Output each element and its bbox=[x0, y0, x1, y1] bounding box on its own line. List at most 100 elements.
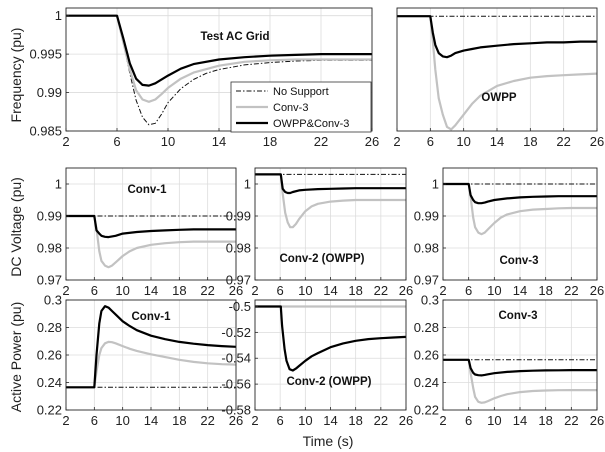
y-tick-label: -0.5 bbox=[229, 299, 251, 314]
y-tick-label: 0.28 bbox=[414, 320, 439, 335]
x-tick-label: 18 bbox=[538, 413, 552, 428]
x-tick-label: 14 bbox=[212, 134, 226, 149]
y-tick-label: 0.3 bbox=[421, 293, 439, 308]
y-tick-label: 0.26 bbox=[37, 348, 62, 363]
y-tick-label: 0.97 bbox=[414, 273, 439, 288]
series-line-owpp-conv-3 bbox=[255, 173, 406, 195]
legend: No Support Conv-3 OWPP&Conv-3 bbox=[230, 81, 372, 133]
x-tick-label: 26 bbox=[399, 283, 413, 298]
x-tick-label: 10 bbox=[161, 134, 175, 149]
x-tick-label: 14 bbox=[323, 283, 337, 298]
x-tick-label: 6 bbox=[427, 134, 434, 149]
x-tick-label: 22 bbox=[200, 283, 214, 298]
series-line-owpp-conv-3 bbox=[443, 182, 597, 205]
x-tick-label: 14 bbox=[490, 134, 504, 149]
y-tick-label: 0.24 bbox=[414, 375, 439, 390]
x-tick-label: 6 bbox=[91, 413, 98, 428]
series-line-owpp-conv-3 bbox=[397, 15, 597, 59]
legend-label: No Support bbox=[273, 86, 329, 98]
x-tick-label: 6 bbox=[113, 134, 120, 149]
x-tick-label: 14 bbox=[323, 413, 337, 428]
y-tick-label: 1 bbox=[244, 177, 251, 192]
x-tick-label: 18 bbox=[263, 134, 277, 149]
y-tick-label: 0.99 bbox=[37, 209, 62, 224]
y-tick-label: -0.58 bbox=[221, 403, 251, 418]
x-tick-label: 18 bbox=[172, 413, 186, 428]
x-tick-label: 18 bbox=[172, 283, 186, 298]
series-line-owpp-conv-3 bbox=[443, 358, 597, 377]
xlabel-time: Time (s) bbox=[303, 433, 354, 449]
y-tick-label: 0.98 bbox=[226, 241, 251, 256]
x-tick-label: 18 bbox=[348, 283, 362, 298]
series-line-owpp-conv-3 bbox=[66, 214, 236, 239]
y-tick-label: 0.985 bbox=[29, 124, 62, 139]
y-tick-label: 0.98 bbox=[414, 241, 439, 256]
ylabel-dc-voltage: DC Voltage (pu) bbox=[8, 177, 24, 277]
y-tick-label: 0.22 bbox=[414, 403, 439, 418]
x-tick-label: 26 bbox=[229, 413, 243, 428]
series-line-conv-3 bbox=[66, 14, 372, 103]
x-tick-label: 14 bbox=[513, 283, 527, 298]
series-line-conv-3 bbox=[397, 15, 597, 131]
x-tick-label: 26 bbox=[399, 413, 413, 428]
panel-title: Conv-1 bbox=[128, 184, 168, 196]
x-tick-label: 26 bbox=[365, 134, 379, 149]
panel-dcv-conv1: 2 6 10 14 18 22 260.970.980.991 Conv-1 bbox=[37, 167, 243, 298]
panel-ap-conv2: 2 6 10 14 18 22 26-0.58-0.56-0.54-0.52-0.5Conv… bbox=[221, 299, 413, 428]
x-tick-label: 18 bbox=[348, 413, 362, 428]
y-tick-label: -0.52 bbox=[221, 325, 251, 340]
x-tick-label: 6 bbox=[465, 283, 472, 298]
x-tick-label: 6 bbox=[277, 413, 284, 428]
y-tick-label: 0.99 bbox=[414, 209, 439, 224]
x-tick-label: 10 bbox=[298, 413, 312, 428]
panel-title: OWPP bbox=[481, 92, 516, 104]
y-tick-label: 1 bbox=[55, 177, 62, 192]
x-tick-label: 14 bbox=[513, 413, 527, 428]
x-tick-label: 26 bbox=[590, 413, 604, 428]
series-line-conv-3 bbox=[66, 340, 236, 389]
y-tick-label: 0.99 bbox=[226, 209, 251, 224]
x-tick-label: 10 bbox=[115, 413, 129, 428]
panel-title: Conv-3 bbox=[500, 255, 539, 267]
x-tick-label: 6 bbox=[91, 283, 98, 298]
ylabel-active-power: Active Power (pu) bbox=[8, 302, 24, 412]
y-tick-label: 0.24 bbox=[37, 375, 62, 390]
x-tick-label: 22 bbox=[200, 413, 214, 428]
x-tick-label: 14 bbox=[144, 283, 158, 298]
panel-title: Conv-2 (OWPP) bbox=[280, 253, 365, 265]
x-tick-label: 22 bbox=[374, 283, 388, 298]
y-tick-label: 0.99 bbox=[37, 85, 62, 100]
y-tick-label: 0.3 bbox=[44, 293, 62, 308]
panel-title: Conv-1 bbox=[132, 311, 172, 323]
x-tick-label: 2 bbox=[62, 134, 69, 149]
panel-title: Conv-2 (OWPP) bbox=[287, 376, 372, 388]
ylabel-frequency: Frequency (pu) bbox=[8, 28, 24, 123]
panel-title: Conv-3 bbox=[499, 310, 538, 322]
y-tick-label: -0.56 bbox=[221, 377, 251, 392]
y-tick-label: 0.22 bbox=[37, 403, 62, 418]
y-tick-label: 1 bbox=[55, 8, 62, 23]
x-tick-label: 22 bbox=[564, 413, 578, 428]
x-tick-label: 6 bbox=[465, 413, 472, 428]
x-tick-label: 10 bbox=[298, 283, 312, 298]
x-tick-label: 6 bbox=[277, 283, 284, 298]
series-line-owpp-conv-3 bbox=[255, 305, 406, 372]
series-line-owpp-conv-3 bbox=[66, 305, 236, 389]
x-tick-label: 2 bbox=[62, 283, 69, 298]
series-line-conv-3 bbox=[443, 358, 597, 404]
y-tick-label: 0.26 bbox=[414, 348, 439, 363]
x-tick-label: 18 bbox=[538, 283, 552, 298]
y-tick-label: 0.97 bbox=[37, 273, 62, 288]
x-tick-label: 2 bbox=[251, 283, 258, 298]
x-tick-label: 2 bbox=[439, 413, 446, 428]
x-tick-label: 22 bbox=[564, 283, 578, 298]
legend-label: Conv-3 bbox=[273, 102, 308, 114]
